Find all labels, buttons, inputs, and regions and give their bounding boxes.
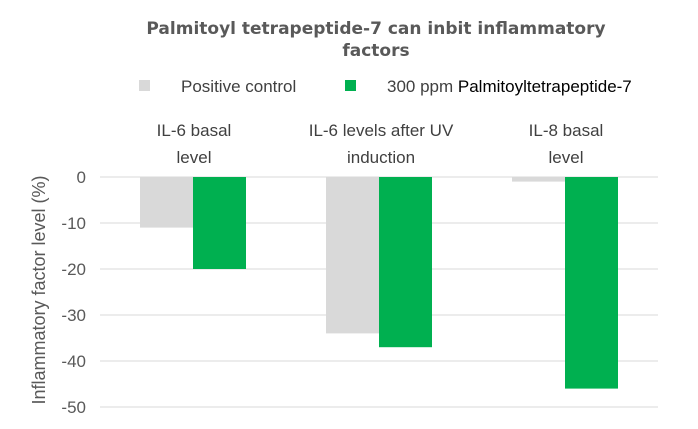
category-label-il6-uv-line-1: IL-6 levels after UV xyxy=(309,121,454,140)
legend-swatch-positive-control xyxy=(139,80,150,91)
y-axis-title: Inflammatory factor level (%) xyxy=(29,175,49,404)
category-label-il6-basal-line-2: level xyxy=(177,148,212,167)
chart-title-line-1: Palmitoyl tetrapeptide-7 can inbit infla… xyxy=(146,19,605,39)
bars xyxy=(140,177,618,389)
y-tick-label: 0 xyxy=(77,168,86,187)
y-tick-label: -30 xyxy=(61,306,86,325)
legend-label-palmitoyl-suffix: Palmitoyltetrapeptide-7 xyxy=(458,77,632,96)
bar-series-2-category-3 xyxy=(565,177,618,389)
bar-series-2-category-2 xyxy=(379,177,432,348)
legend-swatch-palmitoyl xyxy=(345,80,356,91)
bar-series-2-category-1 xyxy=(193,177,246,269)
y-axis-ticks: 0 -10 -20 -30 -40 -50 xyxy=(61,168,86,417)
legend-label-palmitoyl: 300 ppm Palmitoyltetrapeptide-7 xyxy=(387,77,632,96)
category-label-il6-basal-line-1: IL-6 basal xyxy=(157,121,232,140)
category-labels: IL-6 basal level IL-6 levels after UV in… xyxy=(157,121,604,167)
category-label-il8-basal-line-2: level xyxy=(549,148,584,167)
y-tick-label: -10 xyxy=(61,214,86,233)
category-label-il8-basal-line-1: IL-8 basal xyxy=(529,121,604,140)
legend: Positive control 300 ppm Palmitoyltetrap… xyxy=(139,77,632,96)
y-tick-label: -20 xyxy=(61,260,86,279)
legend-label-palmitoyl-prefix: 300 ppm xyxy=(387,77,458,96)
bar-series-1-category-1 xyxy=(140,177,193,228)
y-tick-label: -40 xyxy=(61,352,86,371)
chart-title-line-2: factors xyxy=(342,41,409,61)
y-tick-label: -50 xyxy=(61,398,86,417)
chart-title: Palmitoyl tetrapeptide-7 can inbit infla… xyxy=(146,19,605,61)
bar-series-1-category-2 xyxy=(326,177,379,334)
legend-label-positive-control: Positive control xyxy=(181,77,296,96)
category-label-il6-uv-line-2: induction xyxy=(347,148,415,167)
bar-series-1-category-3 xyxy=(512,177,565,182)
